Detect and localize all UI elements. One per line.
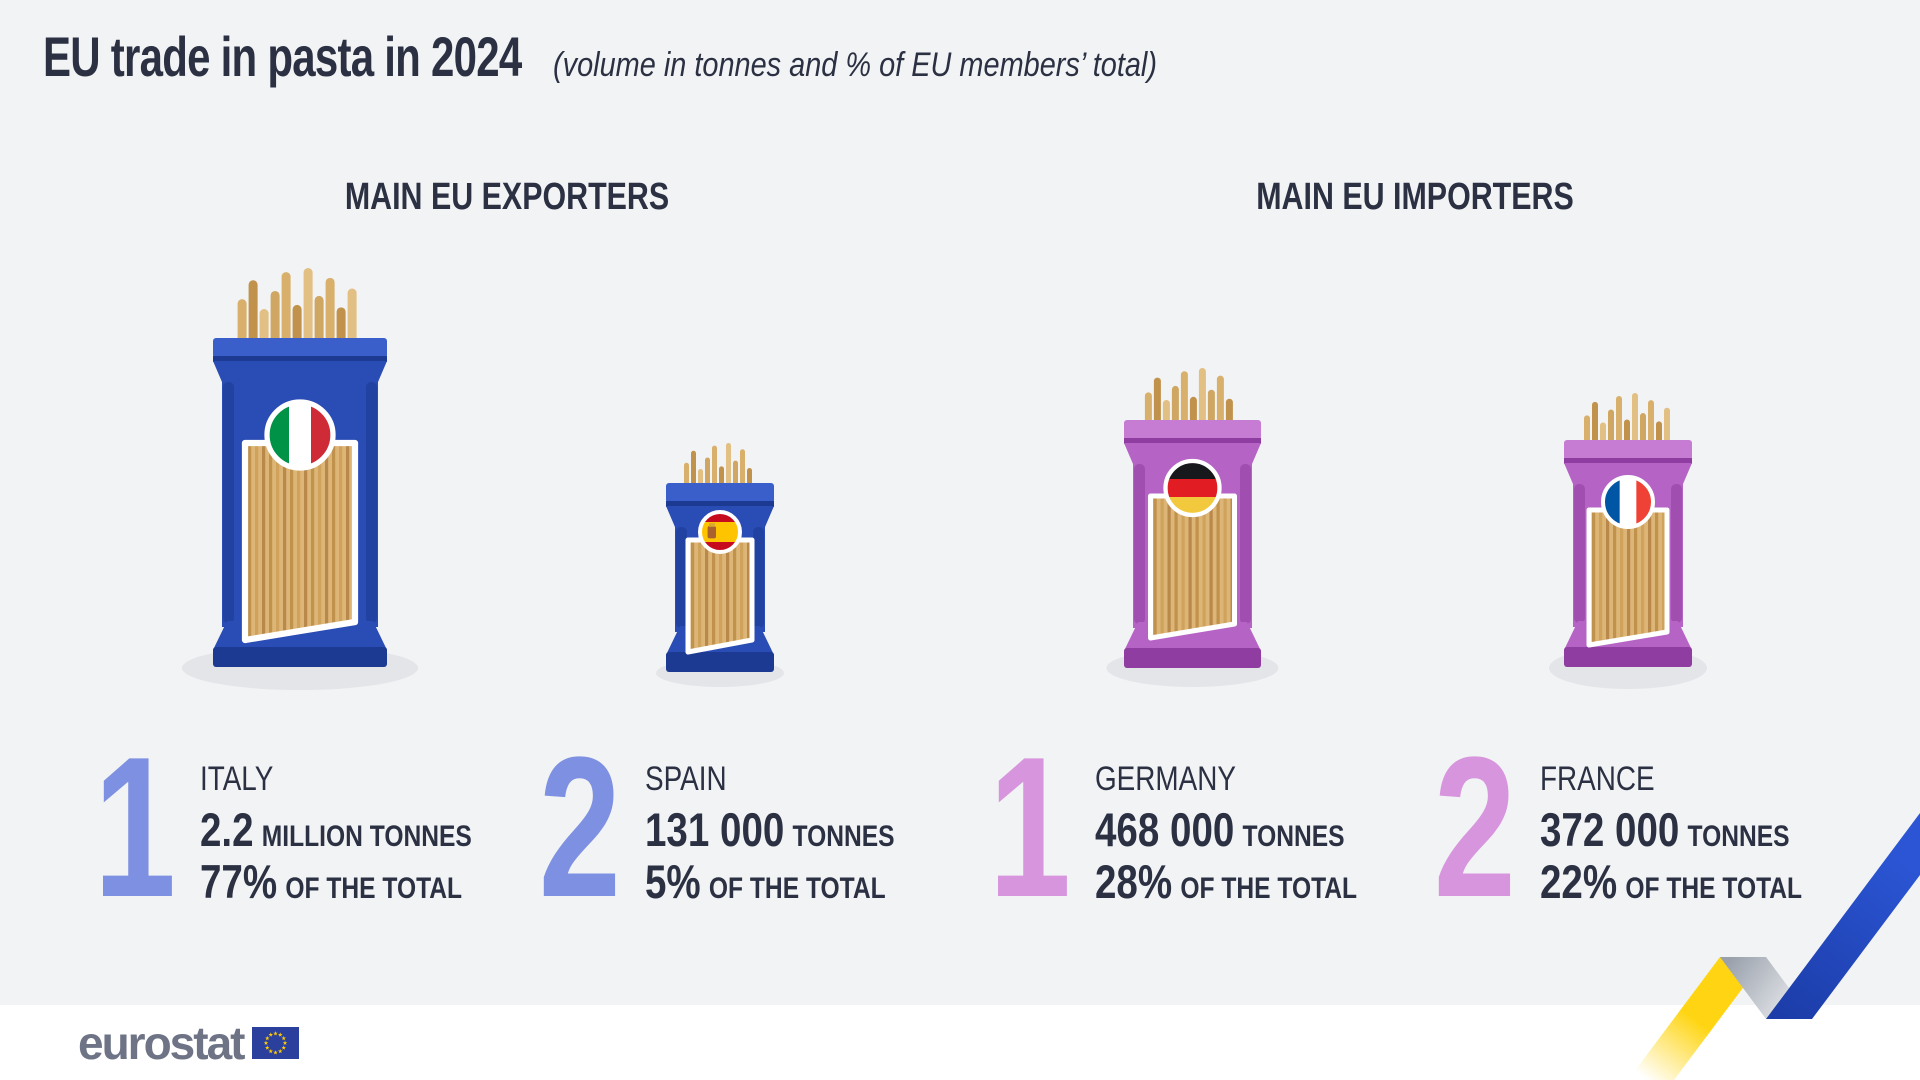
eu-flag-icon bbox=[252, 1027, 300, 1059]
share-suffix: OF THE TOTAL bbox=[285, 872, 463, 905]
pasta-package-germany bbox=[1106, 368, 1279, 687]
page-title: EU trade in pasta in 2024 bbox=[43, 25, 522, 88]
footer-band bbox=[0, 1005, 1920, 1080]
share-value: 77% bbox=[200, 855, 278, 908]
share-suffix: OF THE TOTAL bbox=[1625, 872, 1803, 905]
eurostat-logo: eurostat bbox=[78, 1016, 300, 1070]
france-flag-icon bbox=[1601, 475, 1655, 529]
rank-number: 2 bbox=[1433, 716, 1516, 939]
country-block-germany: 1 GERMANY 468 000 TONNES 28% OF THE TOTA… bbox=[941, 716, 1501, 939]
volume-value: 131 000 bbox=[645, 803, 785, 856]
volume-line: 2.2 MILLION TONNES bbox=[200, 804, 472, 856]
page-subtitle: (volume in tonnes and % of EU members’ t… bbox=[553, 46, 1157, 84]
share-line: 22% OF THE TOTAL bbox=[1540, 856, 1802, 908]
country-name: GERMANY bbox=[1095, 760, 1236, 798]
share-suffix: OF THE TOTAL bbox=[708, 872, 886, 905]
share-line: 28% OF THE TOTAL bbox=[1095, 856, 1357, 908]
share-suffix: OF THE TOTAL bbox=[1180, 872, 1358, 905]
germany-flag-icon bbox=[1163, 458, 1222, 518]
volume-unit: TONNES bbox=[792, 820, 895, 853]
country-name: SPAIN bbox=[645, 760, 727, 798]
eurostat-logo-text: eurostat bbox=[78, 1017, 245, 1069]
volume-value: 2.2 bbox=[200, 803, 254, 856]
rank-number: 1 bbox=[988, 716, 1071, 939]
pasta-package-spain bbox=[656, 443, 784, 687]
share-line: 5% OF THE TOTAL bbox=[645, 856, 886, 908]
share-line: 77% OF THE TOTAL bbox=[200, 856, 462, 908]
country-block-france: 2 FRANCE 372 000 TONNES 22% OF THE TOTAL bbox=[1386, 716, 1920, 939]
pasta-package-france bbox=[1549, 393, 1707, 689]
importers-heading: MAIN EU IMPORTERS bbox=[1256, 176, 1574, 218]
exporters-heading: MAIN EU EXPORTERS bbox=[344, 176, 670, 218]
volume-line: 131 000 TONNES bbox=[645, 804, 895, 856]
share-value: 5% bbox=[645, 855, 701, 908]
share-value: 28% bbox=[1095, 855, 1173, 908]
volume-value: 372 000 bbox=[1540, 803, 1680, 856]
ribbon-decoration bbox=[1628, 813, 1920, 1080]
volume-unit: MILLION TONNES bbox=[261, 820, 472, 853]
country-name: ITALY bbox=[200, 760, 274, 798]
volume-unit: TONNES bbox=[1242, 820, 1345, 853]
country-block-spain: 2 SPAIN 131 000 TONNES 5% OF THE TOTAL bbox=[491, 716, 1051, 939]
volume-value: 468 000 bbox=[1095, 803, 1235, 856]
country-block-italy: 1 ITALY 2.2 MILLION TONNES 77% OF THE TO… bbox=[46, 716, 606, 939]
share-value: 22% bbox=[1540, 855, 1618, 908]
volume-line: 372 000 TONNES bbox=[1540, 804, 1790, 856]
pasta-package-italy bbox=[182, 268, 418, 690]
spain-flag-icon bbox=[698, 510, 742, 554]
italy-flag-icon bbox=[264, 399, 336, 471]
country-name: FRANCE bbox=[1540, 760, 1655, 798]
rank-number: 2 bbox=[538, 716, 621, 939]
volume-line: 468 000 TONNES bbox=[1095, 804, 1345, 856]
volume-unit: TONNES bbox=[1687, 820, 1790, 853]
rank-number: 1 bbox=[93, 716, 176, 939]
